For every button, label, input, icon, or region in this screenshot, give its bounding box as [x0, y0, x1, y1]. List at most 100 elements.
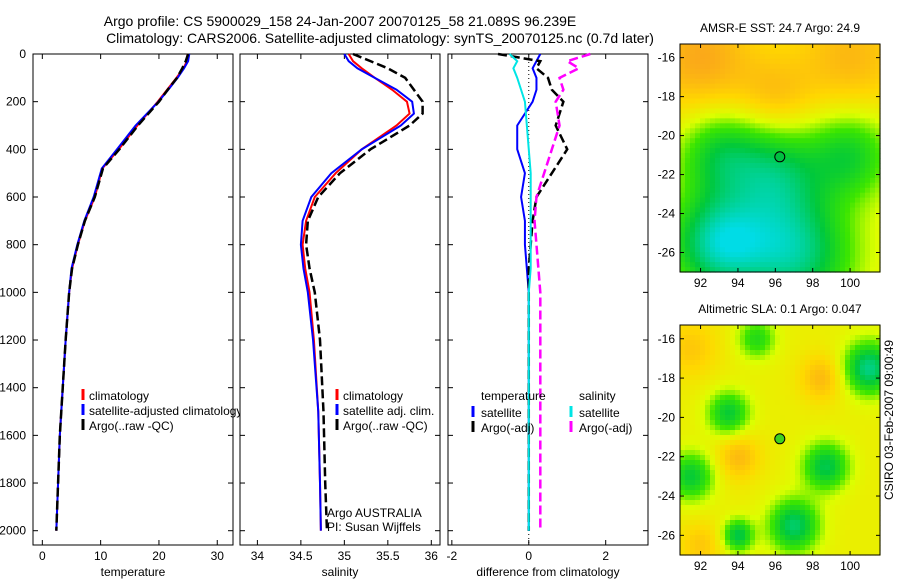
- map-cell: [725, 217, 731, 224]
- map-cell: [735, 222, 741, 228]
- map-cell: [715, 172, 721, 179]
- map-cell: [720, 440, 726, 446]
- map-cell: [785, 460, 791, 466]
- map-cell: [850, 390, 856, 396]
- map-cell: [785, 540, 791, 546]
- map-cell: [700, 78, 706, 85]
- map-cell: [735, 108, 741, 114]
- map-cell: [790, 340, 796, 346]
- map-cell: [685, 445, 691, 451]
- map-cell: [775, 520, 781, 526]
- map-cell: [770, 520, 776, 526]
- map-cell: [850, 470, 856, 476]
- map-cell: [855, 545, 861, 551]
- map-cell: [795, 475, 801, 481]
- map-cell: [855, 133, 861, 139]
- map-cell: [760, 470, 766, 476]
- map-cell: [715, 445, 721, 451]
- map-cell: [875, 330, 881, 336]
- map-cell: [815, 340, 821, 346]
- map-cell: [865, 252, 871, 258]
- map-cell: [725, 187, 731, 194]
- map-cell: [735, 415, 741, 421]
- map-cell: [710, 500, 716, 506]
- map-cell: [680, 530, 686, 536]
- map-cell: [740, 515, 746, 521]
- map-cell: [855, 350, 861, 356]
- map-cell: [705, 73, 711, 80]
- map-cell: [810, 340, 816, 346]
- map-cell: [835, 355, 841, 361]
- map-cell: [700, 222, 706, 228]
- map-cell: [735, 128, 741, 134]
- map-cell: [840, 48, 846, 55]
- map-cell: [860, 365, 866, 371]
- map-cell: [800, 247, 806, 253]
- map-cell: [835, 445, 841, 451]
- map-cell: [750, 207, 756, 214]
- map-cell: [830, 103, 836, 110]
- map-cell: [770, 545, 776, 551]
- map-cell: [705, 217, 711, 224]
- map-cell: [750, 350, 756, 356]
- map-cell: [740, 257, 746, 263]
- map-cell: [840, 375, 846, 381]
- map-cell: [720, 550, 726, 556]
- map-cell: [775, 505, 781, 511]
- map-cell: [750, 530, 756, 536]
- map-cell: [840, 340, 846, 346]
- map-cell: [720, 167, 726, 174]
- map-cell: [735, 202, 741, 209]
- map-cell: [745, 237, 751, 243]
- map-cell: [835, 252, 841, 258]
- map-cell: [815, 138, 821, 144]
- map-cell: [820, 475, 826, 481]
- map-cell: [740, 44, 746, 50]
- plot-frame: [447, 53, 649, 546]
- map-cell: [775, 118, 781, 124]
- map-cell: [855, 465, 861, 471]
- map-cell: [735, 375, 741, 381]
- map-cell: [735, 73, 741, 80]
- map-cell: [760, 540, 766, 546]
- map-cell: [705, 355, 711, 361]
- map-cell: [735, 192, 741, 199]
- map-cell: [760, 158, 766, 164]
- map-cell: [690, 128, 696, 134]
- map-cell: [790, 133, 796, 139]
- map-cell: [830, 360, 836, 366]
- map-cell: [725, 162, 731, 169]
- map-cell: [865, 133, 871, 139]
- map-cell: [840, 430, 846, 436]
- map-cell: [805, 540, 811, 546]
- map-cell: [815, 88, 821, 95]
- map-cell: [865, 365, 871, 371]
- map-cell: [760, 78, 766, 85]
- map-cell: [795, 400, 801, 406]
- map-cell: [720, 242, 726, 248]
- map-cell: [855, 505, 861, 511]
- map-cell: [780, 425, 786, 431]
- map-cell: [695, 252, 701, 258]
- map-cell: [790, 450, 796, 456]
- map-cell: [850, 515, 856, 521]
- map-cell: [800, 98, 806, 105]
- map-cell: [685, 93, 691, 100]
- map-cell: [705, 227, 711, 233]
- map-cell: [870, 465, 876, 471]
- map-cell: [840, 325, 846, 331]
- map-cell: [755, 123, 761, 129]
- map-cell: [735, 420, 741, 426]
- map-cell: [725, 197, 731, 204]
- map-cell: [830, 500, 836, 506]
- map-cell: [835, 475, 841, 481]
- map-cell: [815, 73, 821, 80]
- map-cell: [850, 540, 856, 546]
- map-cell: [875, 237, 881, 243]
- map-cell: [810, 58, 816, 65]
- map-cell: [765, 345, 771, 351]
- map-cell: [800, 252, 806, 258]
- map-cell: [795, 88, 801, 95]
- map-cell: [830, 380, 836, 386]
- map-cell: [775, 63, 781, 70]
